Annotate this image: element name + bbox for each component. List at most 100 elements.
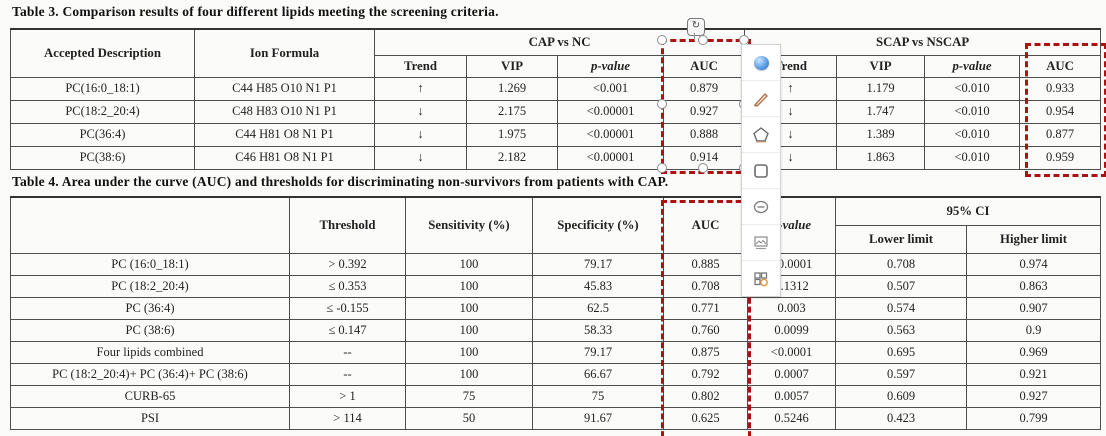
table-cell: 0.927 <box>662 99 746 124</box>
table-cell: 100 <box>405 296 533 320</box>
t4-col-higher-limit: Higher limit <box>965 224 1102 254</box>
table-row: PC (18:2_20:4)+ PC (36:4)+ PC (38:6) -- 10… <box>10 362 1102 386</box>
table-cell: 0.574 <box>835 296 967 320</box>
table-cell: 0.708 <box>835 252 967 276</box>
color-ball-tool[interactable] <box>742 45 780 81</box>
table-row: PC(16:0_18:1) C44 H85 O10 N1 P1 ↑ 1.269 <0.0… <box>10 76 1102 101</box>
table-cell: 0.885 <box>663 252 748 276</box>
table-cell: 0.933 <box>1019 76 1102 101</box>
table-cell: ↓ <box>374 122 467 147</box>
table-cell: 0.877 <box>1019 122 1102 147</box>
table-cell: PC (38:6) <box>10 318 290 342</box>
table-cell: <0.00001 <box>557 122 664 147</box>
highlight-box-t3-cap-auc[interactable] <box>661 39 751 174</box>
table-row: CURB-65 > 1 75 75 0.802 0.0057 0.609 0.927 <box>10 384 1102 408</box>
table4: Threshold Sensitivity (%) Specificity (%… <box>10 196 1102 430</box>
table3-body: PC(16:0_18:1) C44 H85 O10 N1 P1 ↑ 1.269 <0.0… <box>10 76 1102 170</box>
table-cell: ↓ <box>374 99 467 124</box>
t3-cap-col-vip: VIP <box>466 54 558 78</box>
table-cell: 0.609 <box>835 384 967 408</box>
t4-col-specificity: Specificity (%) <box>532 196 664 254</box>
table-cell: 62.5 <box>532 296 664 320</box>
t4-col-sensitivity: Sensitivity (%) <box>405 196 533 254</box>
table-cell: ≤ 0.353 <box>289 274 406 298</box>
table-cell: 0.0099 <box>747 318 836 342</box>
pencil-icon <box>753 92 768 107</box>
table-cell: 91.67 <box>532 406 664 430</box>
table-cell: > 114 <box>289 406 406 430</box>
table-cell: 0.708 <box>663 274 748 298</box>
rotate-handle-icon[interactable]: ↻ <box>687 18 705 36</box>
annotation-toolbar <box>741 44 781 297</box>
table-cell: PC (16:0_18:1) <box>10 252 290 276</box>
table-cell: 0.5246 <box>747 406 836 430</box>
table-row: PC (36:4) ≤ -0.155 100 62.5 0.771 0.003 0.574 0… <box>10 296 1102 320</box>
table-cell: 0.879 <box>662 76 746 101</box>
table-cell: PC(18:2_20:4) <box>10 99 195 124</box>
table-cell: <0.00001 <box>557 145 664 170</box>
mosaic-icon <box>754 271 768 286</box>
pencil-tool[interactable] <box>742 81 780 117</box>
table-cell: 0.863 <box>965 274 1102 298</box>
table-row: PC (38:6) ≤ 0.147 100 58.33 0.760 0.0099 0.563… <box>10 318 1102 342</box>
resize-handle-s[interactable] <box>698 163 708 173</box>
table-cell: 75 <box>532 384 664 408</box>
table-cell: 0.954 <box>1019 99 1102 124</box>
table-cell: 0.974 <box>965 252 1102 276</box>
table-cell: ≤ 0.147 <box>289 318 406 342</box>
resize-handle-w[interactable] <box>657 99 667 109</box>
ellipse-icon <box>753 200 769 213</box>
pentagon-tool[interactable] <box>742 117 780 153</box>
table-row: PC(36:4) C44 H81 O8 N1 P1 ↓ 1.975 <0.00001 0.… <box>10 122 1102 147</box>
table-cell: 0.9 <box>965 318 1102 342</box>
resize-handle-n[interactable] <box>698 35 708 45</box>
table-cell: -- <box>289 340 406 364</box>
t3-cap-col-pvalue: p-value <box>557 54 664 78</box>
table-cell: <0.001 <box>557 76 664 101</box>
table4-body: PC (16:0_18:1) > 0.392 100 79.17 0.885 <0.000… <box>10 252 1102 430</box>
table-row: PC (18:2_20:4) ≤ 0.353 100 45.83 0.708 0.1312… <box>10 274 1102 298</box>
table-cell: 0.959 <box>1019 145 1102 170</box>
t4-col-auc: AUC <box>663 196 748 254</box>
image-icon <box>754 235 768 249</box>
resize-handle-nw[interactable] <box>657 35 667 45</box>
highlight-box-t4-auc[interactable] <box>661 200 751 436</box>
highlight-box-t3-scap-auc[interactable] <box>1025 43 1106 177</box>
rectangle-tool[interactable] <box>742 153 780 189</box>
table-cell: 79.17 <box>532 252 664 276</box>
table-cell: 100 <box>405 318 533 342</box>
table-cell: 0.771 <box>663 296 748 320</box>
table-cell: 100 <box>405 252 533 276</box>
mosaic-tool[interactable] <box>742 261 780 296</box>
table-cell: CURB-65 <box>10 384 290 408</box>
table-cell: C44 H81 O8 N1 P1 <box>194 122 375 147</box>
ellipse-tool[interactable] <box>742 189 780 225</box>
table-cell: 1.269 <box>466 76 558 101</box>
table-cell: 100 <box>405 362 533 386</box>
table-cell: 0.760 <box>663 318 748 342</box>
table-cell: 58.33 <box>532 318 664 342</box>
table-cell: 0.507 <box>835 274 967 298</box>
image-tool[interactable] <box>742 225 780 261</box>
table-row: PC(38:6) C46 H81 O8 N1 P1 ↓ 2.182 <0.00001 0.… <box>10 145 1102 170</box>
table-cell: PC(36:4) <box>10 122 195 147</box>
t3-scap-col-pvalue: p-value <box>924 54 1021 78</box>
table-cell: 1.863 <box>836 145 926 170</box>
table-cell: Four lipids combined <box>10 340 290 364</box>
rectangle-icon <box>754 163 768 178</box>
table-cell: 0.907 <box>965 296 1102 320</box>
table-row: PC(18:2_20:4) C48 H83 O10 N1 P1 ↓ 2.175 <0.0… <box>10 99 1102 124</box>
table-cell: 0.0007 <box>747 362 836 386</box>
table-cell: PC(16:0_18:1) <box>10 76 195 101</box>
table-cell: PC(38:6) <box>10 145 195 170</box>
resize-handle-sw[interactable] <box>657 163 667 173</box>
table-cell: 79.17 <box>532 340 664 364</box>
t3-group-scap-vs-nscap: SCAP vs NSCAP <box>744 28 1102 56</box>
t3-scap-col-auc: AUC <box>1019 54 1102 78</box>
table-cell: 0.0057 <box>747 384 836 408</box>
table-cell: 2.175 <box>466 99 558 124</box>
table3-title: Table 3. Comparison results of four diff… <box>12 4 499 19</box>
table-cell: 0.003 <box>747 296 836 320</box>
t3-scap-col-vip: VIP <box>836 54 926 78</box>
table-cell: 1.975 <box>466 122 558 147</box>
